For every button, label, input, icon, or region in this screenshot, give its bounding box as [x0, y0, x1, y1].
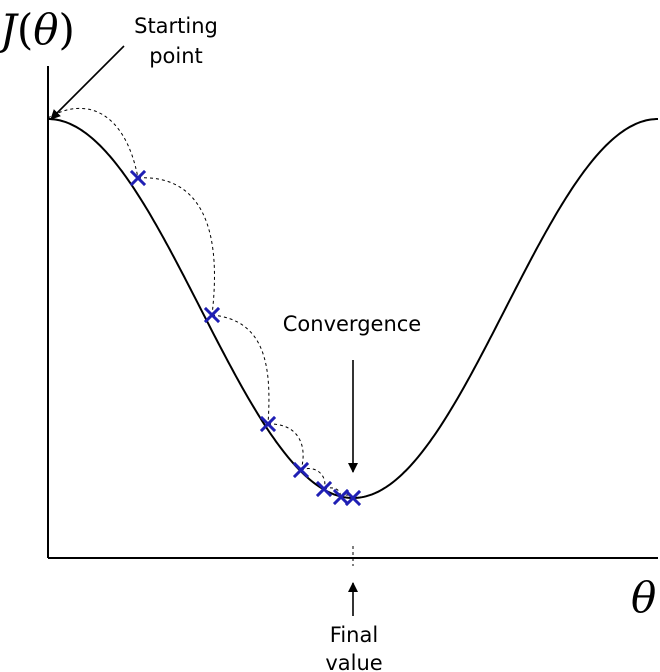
y-axis-close: )	[59, 5, 75, 54]
step-arc	[211, 314, 270, 425]
step-arc	[300, 468, 326, 490]
y-axis-symbol: θ	[33, 5, 58, 54]
y-axis-name: J	[0, 5, 19, 54]
x-mark-icon	[332, 488, 350, 506]
step-arc	[47, 107, 139, 179]
step-arc	[137, 177, 215, 316]
y-axis-open: (	[17, 5, 33, 54]
starting-point-label-line1: Starting	[134, 14, 218, 38]
x-mark-icon	[129, 169, 147, 187]
x-axis-label: θ	[631, 573, 656, 622]
starting-point-label-line2: point	[149, 44, 203, 68]
starting-point-arrow	[50, 45, 125, 120]
x-mark-icon	[259, 415, 277, 433]
step-markers	[129, 169, 362, 507]
step-arcs	[47, 107, 353, 499]
step-arc	[267, 423, 304, 471]
x-mark-icon	[315, 480, 333, 498]
convergence-label: Convergence	[283, 312, 421, 336]
x-mark-icon	[292, 461, 310, 479]
final-value-label-line1: Final	[330, 623, 378, 647]
final-value-label-line2: value	[325, 651, 382, 672]
x-mark-icon	[203, 306, 221, 324]
y-axis-label: J(θ)	[0, 5, 75, 54]
x-mark-icon	[344, 489, 362, 507]
